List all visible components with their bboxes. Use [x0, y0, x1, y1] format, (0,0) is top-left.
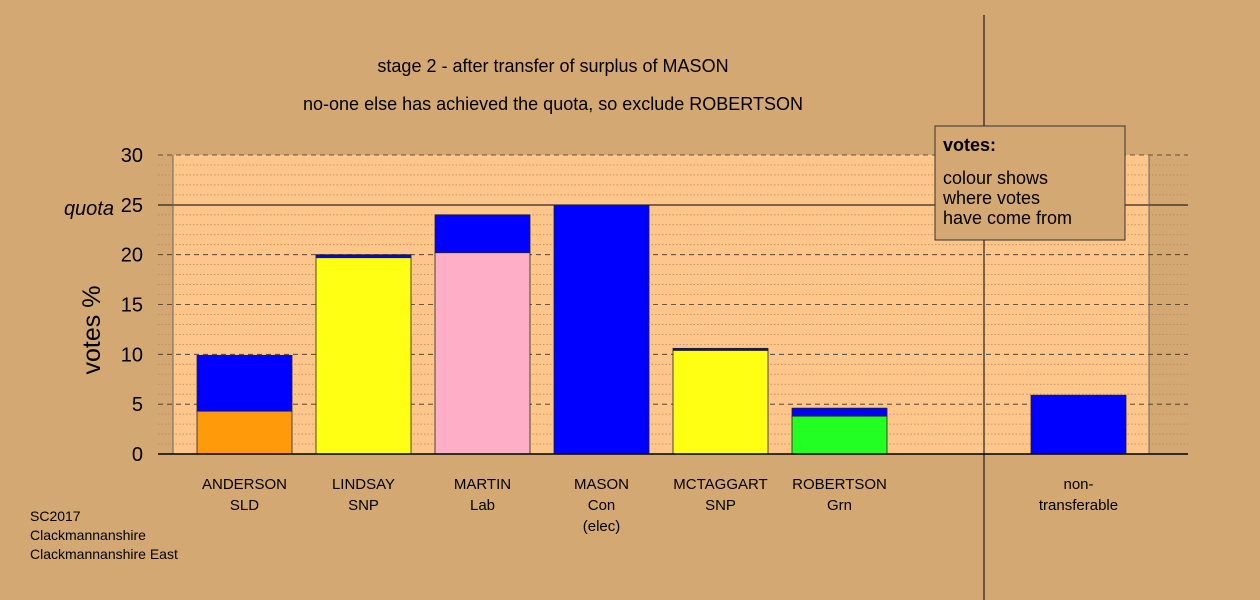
y-tick-label: 10: [121, 344, 143, 366]
candidate-bar: [315, 254, 412, 455]
legend-box: votes: colour shows where votes have com…: [934, 125, 1126, 241]
bar-segment: [315, 254, 412, 259]
non-transferable-bar: [1030, 394, 1127, 455]
candidate-party: SNP: [705, 497, 736, 514]
bar-segment: [196, 354, 293, 412]
bar-segment: [434, 214, 531, 254]
candidate-party: Grn: [827, 497, 852, 514]
y-axis-label: votes %: [78, 286, 106, 375]
candidate-name: ANDERSON: [202, 476, 287, 493]
bars: [196, 204, 1127, 455]
y-tick-label: 30: [121, 145, 143, 167]
candidate-bar: [553, 204, 650, 455]
candidate-bar: [672, 347, 769, 455]
candidate-bar: [196, 354, 293, 455]
bar-segment: [1030, 394, 1127, 455]
candidate-name: MASON: [574, 476, 629, 493]
footer-election: SC2017: [30, 508, 81, 524]
bar-segment: [791, 415, 888, 455]
legend-line: colour shows: [943, 168, 1048, 188]
legend-line: where votes: [942, 188, 1040, 208]
candidate-party: Con: [588, 497, 616, 514]
non-transferable-label: transferable: [1039, 497, 1118, 514]
candidate-bar: [434, 214, 531, 455]
candidate-party: SNP: [348, 497, 379, 514]
footer-ward: Clackmannanshire East: [30, 546, 178, 562]
y-tick-label: 5: [132, 394, 143, 416]
bar-segment: [315, 257, 412, 455]
y-tick-label: 0: [132, 444, 143, 466]
candidate-party: SLD: [230, 497, 259, 514]
bar-segment: [553, 204, 650, 455]
y-tick-label: 15: [121, 295, 143, 317]
candidate-name: LINDSAY: [332, 476, 395, 493]
candidate-party: Lab: [470, 497, 495, 514]
bar-segment: [434, 252, 531, 455]
y-tick-labels: 0 5 10 15 20 25 30: [121, 145, 143, 466]
bar-segment: [196, 410, 293, 455]
footer-info: SC2017 Clackmannanshire Clackmannanshire…: [30, 507, 178, 564]
y-tick-label: 20: [121, 245, 143, 267]
footer-council: Clackmannanshire: [30, 527, 146, 543]
chart-subtitle: no-one else has achieved the quota, so e…: [303, 94, 803, 114]
quota-label: quota: [64, 198, 114, 220]
chart-title: stage 2 - after transfer of surplus of M…: [377, 56, 728, 76]
bar-segment: [672, 349, 769, 455]
candidate-bar: [791, 407, 888, 455]
y-tick-label: 25: [121, 195, 143, 217]
non-transferable-label: non-: [1063, 476, 1093, 493]
legend-title: votes:: [943, 135, 996, 155]
candidate-labels: ANDERSON SLD LINDSAY SNP MARTIN Lab MASON Con (e…: [202, 476, 1118, 535]
bar-segment: [791, 407, 888, 417]
legend-line: have come from: [943, 208, 1072, 228]
candidate-note: (elec): [583, 518, 621, 535]
candidate-name: MARTIN: [454, 476, 511, 493]
bar-segment: [672, 347, 769, 351]
candidate-name: ROBERTSON: [792, 476, 887, 493]
candidate-name: MCTAGGART: [673, 476, 767, 493]
